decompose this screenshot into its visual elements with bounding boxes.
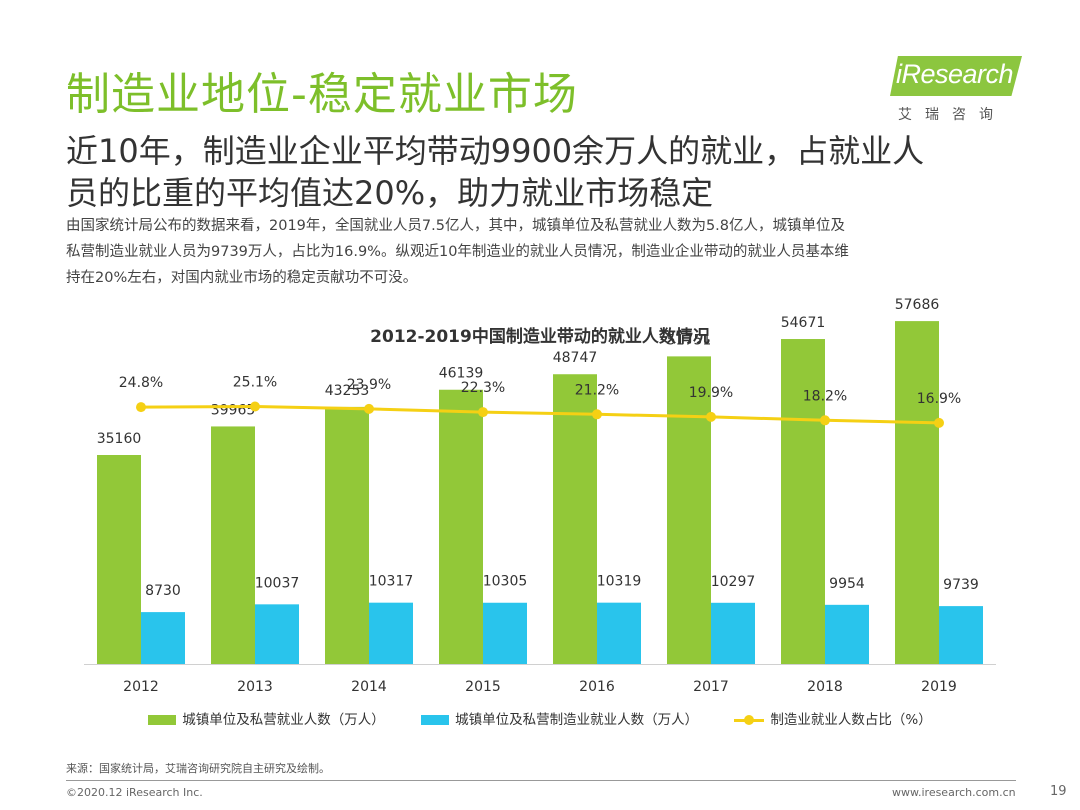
bar-manufacturing-2017	[711, 602, 755, 664]
bar-total-2015	[439, 389, 483, 664]
chart-title: 2012-2019中国制造业带动的就业人数情况	[370, 327, 710, 347]
bar-manufacturing-label: 9954	[829, 576, 865, 592]
bar-total-2018	[781, 339, 825, 664]
bar-manufacturing-2012	[141, 612, 185, 664]
bar-manufacturing-2019	[939, 606, 983, 664]
ratio-point-2016	[592, 409, 602, 420]
ratio-point-2014	[364, 403, 374, 414]
legend-item-ratio: 制造业就业人数占比（%）	[734, 708, 932, 728]
ratio-line	[140, 404, 940, 425]
x-tick-label: 2013	[237, 679, 273, 695]
bar-manufacturing-label: 10317	[369, 574, 414, 590]
x-tick-label: 2019	[921, 679, 957, 695]
description: 由国家统计局公布的数据来看，2019年，全国就业人员7.5亿人，其中，城镇单位及…	[66, 213, 1046, 291]
legend-label-total: 城镇单位及私营就业人数（万人）	[182, 712, 385, 728]
bar-manufacturing-2015	[483, 602, 527, 664]
x-tick-label: 2015	[465, 679, 501, 695]
legend-item-manufacturing: 城镇单位及私营制造业就业人数（万人）	[421, 708, 698, 728]
ratio-point-2019	[934, 417, 944, 428]
copyright: ©2020.12 iResearch Inc.	[66, 786, 203, 799]
chart-legend: 城镇单位及私营就业人数（万人） 城镇单位及私营制造业就业人数（万人） 制造业就业…	[0, 708, 1080, 728]
x-tick-label: 2017	[693, 679, 729, 695]
legend-label-ratio: 制造业就业人数占比（%）	[770, 712, 932, 728]
logo-wordmark: iResearch	[896, 59, 1014, 89]
legend-swatch-manufacturing	[421, 715, 450, 725]
bar-total-label: 48747	[553, 350, 598, 366]
bar-manufacturing-label: 10037	[255, 575, 300, 591]
bar-total-label: 57686	[895, 297, 940, 313]
bar-manufacturing-2016	[597, 602, 641, 664]
description-line: 由国家统计局公布的数据来看，2019年，全国就业人员7.5亿人，其中，城镇单位及…	[66, 218, 846, 234]
bar-manufacturing-label: 8730	[145, 583, 181, 599]
ratio-label: 25.1%	[233, 375, 277, 391]
x-tick-label: 2016	[579, 679, 615, 695]
ratio-point-2012	[136, 402, 146, 413]
ratio-label: 21.2%	[575, 382, 619, 398]
ratio-label: 24.8%	[119, 375, 163, 391]
headline-line: 员的比重的平均值达20%，助力就业市场稳定	[66, 174, 714, 212]
bar-total-label: 51751	[667, 332, 712, 348]
ratio-label: 16.9%	[917, 391, 961, 407]
bar-total-2013	[211, 426, 255, 664]
legend-label-manufacturing: 城镇单位及私营制造业就业人数（万人）	[455, 712, 699, 728]
bar-total-2012	[97, 455, 141, 664]
bar-total-label: 35160	[97, 431, 142, 447]
bar-total-label: 43253	[325, 383, 370, 399]
bar-total-label: 54671	[781, 315, 826, 331]
bar-total-2014	[325, 406, 369, 664]
bar-manufacturing-label: 10297	[711, 574, 756, 590]
footer-divider	[66, 780, 1016, 781]
bar-total-2019	[895, 321, 939, 664]
bar-total-2016	[553, 374, 597, 664]
ratio-label: 23.9%	[347, 377, 391, 393]
x-tick-label: 2018	[807, 679, 843, 695]
website-link[interactable]: www.iresearch.com.cn	[892, 786, 1016, 799]
headline: 近10年，制造业企业平均带动9900余万人的就业，占就业人 员的比重的平均值达2…	[66, 130, 1026, 214]
ratio-label: 22.3%	[461, 380, 505, 396]
description-line: 持在20%左右，对国内就业市场的稳定贡献功不可没。	[66, 270, 418, 286]
bar-manufacturing-2018	[825, 604, 869, 664]
legend-swatch-ratio	[734, 714, 765, 726]
ratio-point-2018	[820, 415, 830, 426]
bar-total-label: 46139	[439, 366, 484, 382]
bar-manufacturing-label: 10319	[597, 574, 642, 590]
bar-manufacturing-2013	[255, 604, 299, 664]
ratio-point-2013	[250, 401, 260, 412]
ratio-label: 18.2%	[803, 388, 847, 404]
logo-subtitle: 艾瑞咨询	[898, 107, 1006, 123]
bar-manufacturing-2014	[369, 602, 413, 664]
headline-line: 近10年，制造业企业平均带动9900余万人的就业，占就业人	[66, 132, 925, 170]
page-number: 19	[1050, 784, 1067, 799]
ratio-point-2017	[706, 411, 716, 422]
x-tick-label: 2014	[351, 679, 387, 695]
page-title: 制造业地位-稳定就业市场	[66, 69, 578, 120]
iresearch-logo: iResearch 艾瑞咨询	[890, 56, 1040, 126]
bar-total-label: 39965	[211, 402, 256, 418]
legend-item-total: 城镇单位及私营就业人数（万人）	[148, 708, 385, 728]
legend-swatch-total	[148, 715, 177, 725]
bar-total-2017	[667, 356, 711, 664]
description-line: 私营制造业就业人员为9739万人，占比为16.9%。纵观近10年制造业的就业人员…	[66, 244, 849, 260]
bar-manufacturing-label: 10305	[483, 574, 528, 590]
ratio-point-2015	[478, 407, 488, 418]
bar-manufacturing-label: 9739	[943, 577, 979, 593]
logo-badge	[890, 56, 1022, 96]
source-note: 来源：国家统计局，艾瑞咨询研究院自主研究及绘制。	[66, 762, 330, 775]
ratio-label: 19.9%	[689, 385, 733, 401]
x-tick-label: 2012	[123, 679, 159, 695]
